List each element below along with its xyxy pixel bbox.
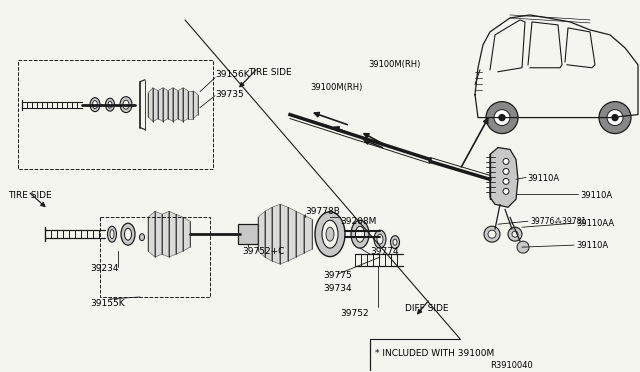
Text: 39100M(RH): 39100M(RH) <box>310 83 362 92</box>
Ellipse shape <box>125 228 131 240</box>
Polygon shape <box>490 147 518 207</box>
Ellipse shape <box>355 226 365 242</box>
Ellipse shape <box>393 239 397 245</box>
Circle shape <box>484 226 500 242</box>
Circle shape <box>599 102 631 134</box>
Polygon shape <box>173 88 178 122</box>
Polygon shape <box>168 88 173 122</box>
Polygon shape <box>188 91 193 119</box>
Ellipse shape <box>93 101 97 109</box>
Polygon shape <box>258 211 265 257</box>
Polygon shape <box>148 88 153 122</box>
Text: 39100M(RH): 39100M(RH) <box>368 60 420 69</box>
Text: TIRE SIDE: TIRE SIDE <box>8 191 52 201</box>
Ellipse shape <box>110 230 114 239</box>
Polygon shape <box>280 204 288 264</box>
Ellipse shape <box>121 223 135 245</box>
Ellipse shape <box>90 98 100 112</box>
Polygon shape <box>288 207 296 261</box>
Ellipse shape <box>377 234 383 244</box>
Ellipse shape <box>106 98 115 111</box>
Text: TIRE SIDE: TIRE SIDE <box>248 68 292 77</box>
Polygon shape <box>169 211 176 257</box>
Polygon shape <box>183 88 188 122</box>
Text: 39775: 39775 <box>323 271 352 280</box>
Circle shape <box>503 188 509 194</box>
Text: 39774: 39774 <box>370 247 399 256</box>
Text: 39110A: 39110A <box>527 174 559 183</box>
Circle shape <box>488 230 496 238</box>
Text: 39208M: 39208M <box>340 217 376 226</box>
Text: R3910040: R3910040 <box>490 361 532 370</box>
Polygon shape <box>272 204 280 264</box>
Bar <box>238 224 258 244</box>
Text: 39735: 39735 <box>215 90 244 99</box>
Polygon shape <box>158 88 163 122</box>
Circle shape <box>607 110 623 126</box>
Polygon shape <box>193 91 198 119</box>
Polygon shape <box>153 88 158 122</box>
Ellipse shape <box>374 230 386 248</box>
Ellipse shape <box>326 227 334 241</box>
Ellipse shape <box>322 220 338 248</box>
Text: 39155K: 39155K <box>90 299 125 308</box>
Text: 39110A: 39110A <box>576 241 608 250</box>
Circle shape <box>503 179 509 185</box>
Polygon shape <box>304 215 312 253</box>
Ellipse shape <box>108 226 116 242</box>
Polygon shape <box>296 211 304 257</box>
Polygon shape <box>183 217 190 251</box>
Circle shape <box>494 110 510 126</box>
Circle shape <box>499 115 505 121</box>
Text: 39234: 39234 <box>90 264 118 273</box>
Text: DIFF SIDE: DIFF SIDE <box>405 304 449 313</box>
Polygon shape <box>162 211 169 257</box>
Circle shape <box>503 158 509 164</box>
Polygon shape <box>163 88 168 122</box>
Circle shape <box>517 241 529 253</box>
Ellipse shape <box>315 212 345 257</box>
Text: 39156K: 39156K <box>215 70 250 79</box>
Ellipse shape <box>108 101 112 108</box>
Text: 39734: 39734 <box>323 284 351 293</box>
Polygon shape <box>176 214 183 254</box>
Circle shape <box>508 227 522 241</box>
Polygon shape <box>155 211 162 257</box>
Text: 39110A: 39110A <box>580 191 612 201</box>
Ellipse shape <box>390 236 399 248</box>
Circle shape <box>612 115 618 121</box>
Text: * INCLUDED WITH 39100M: * INCLUDED WITH 39100M <box>375 349 494 358</box>
Ellipse shape <box>140 234 145 241</box>
Text: 39776⁂39781: 39776⁂39781 <box>530 217 586 226</box>
Ellipse shape <box>120 97 132 113</box>
Polygon shape <box>265 207 272 261</box>
Polygon shape <box>148 211 155 257</box>
Circle shape <box>486 102 518 134</box>
Ellipse shape <box>351 220 369 248</box>
Circle shape <box>503 169 509 174</box>
Text: 39752+C: 39752+C <box>242 247 284 256</box>
Text: 39778B: 39778B <box>305 207 340 216</box>
Ellipse shape <box>123 100 129 109</box>
Circle shape <box>512 231 518 237</box>
Text: 39752: 39752 <box>340 309 369 318</box>
Text: 39110AA: 39110AA <box>576 219 614 228</box>
Polygon shape <box>178 88 183 122</box>
